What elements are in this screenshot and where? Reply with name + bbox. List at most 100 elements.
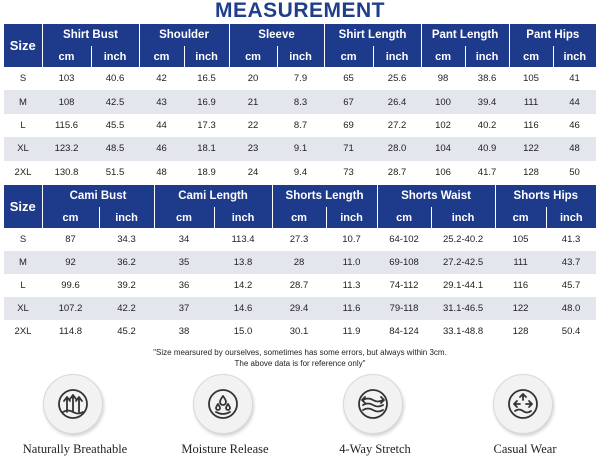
column-group-header: Shorts Hips [495, 185, 597, 207]
measurement-cell: 48.0 [546, 297, 597, 320]
page-title: MEASUREMENT [214, 0, 385, 22]
size-cell: 2XL [4, 160, 42, 184]
unit-inch-header: inch [277, 46, 325, 67]
table-row: S 87 34.3 34 113.4 27.3 10.7 64-102 25.2-40.2 105… [4, 228, 597, 251]
unit-cm-header: cm [495, 207, 547, 228]
measurement-cell: 122 [509, 137, 554, 161]
measurement-cell: 10.7 [326, 228, 378, 251]
measurement-cell: 9.4 [277, 160, 325, 184]
measurement-cell: 43 [139, 90, 185, 114]
casual-wear-icon [493, 374, 553, 434]
measurement-cell: 74-112 [377, 274, 432, 297]
column-group-header: Shirt Bust [42, 24, 140, 46]
measurement-cell: 27.2-42.5 [431, 251, 496, 274]
table-row: L 99.6 39.2 36 14.2 28.7 11.3 74-112 29.1-44.1 11… [4, 274, 597, 297]
unit-inch-header: inch [546, 207, 597, 228]
measurement-cell: 79-118 [377, 297, 432, 320]
measurement-cell: 20 [229, 67, 278, 91]
stretch-icon [343, 374, 403, 434]
unit-inch-header: inch [465, 46, 510, 67]
measurement-cell: 13.8 [214, 251, 273, 274]
measurement-cell: 34 [154, 228, 214, 251]
measurement-cell: 29.4 [272, 297, 327, 320]
measurement-cell: 34.3 [99, 228, 154, 251]
measurement-cell: 31.1-46.5 [431, 297, 496, 320]
measurement-cell: 64-102 [377, 228, 432, 251]
measurement-cell: 48.5 [91, 137, 140, 161]
unit-inch-header: inch [326, 207, 378, 228]
measurement-cell: 11.9 [326, 320, 378, 343]
measurement-cell: 43.7 [546, 251, 597, 274]
unit-cm-header: cm [421, 46, 466, 67]
table-row: 2XL 130.8 51.5 48 18.9 24 9.4 73 28.7 106 41.7 128 5… [4, 160, 597, 184]
unit-cm-header: cm [154, 207, 215, 228]
unit-cm-header: cm [272, 207, 327, 228]
measurement-cell: 65 [324, 67, 374, 91]
table-row: M 108 42.5 43 16.9 21 8.3 67 26.4 100 39.4 111 44 [4, 90, 597, 114]
measurement-cell: 130.8 [42, 160, 91, 184]
measurement-cell: 50.4 [546, 320, 597, 343]
measurement-cell: 41.7 [465, 160, 510, 184]
measurement-cell: 11.3 [326, 274, 378, 297]
size-header: Size [4, 185, 43, 228]
feature-casual: Casual Wear [450, 374, 600, 460]
measurement-cell: 111 [495, 251, 547, 274]
measurement-cell: 40.9 [465, 137, 510, 161]
measurement-cell: 27.3 [272, 228, 327, 251]
measurement-cell: 128 [495, 320, 547, 343]
unit-cm-header: cm [509, 46, 554, 67]
measurement-cell: 104 [421, 137, 466, 161]
column-group-header: Shorts Waist [377, 185, 496, 207]
measurement-cell: 123.2 [42, 137, 91, 161]
column-group-header: Pant Length [421, 24, 510, 46]
measurement-cell: 106 [421, 160, 466, 184]
table-row: XL 123.2 48.5 46 18.1 23 9.1 71 28.0 104 40.9 122 48 [4, 137, 597, 161]
table-row: L 115.6 45.5 44 17.3 22 8.7 69 27.2 102 40.2 116 46 [4, 113, 597, 138]
measurement-cell: 50 [553, 160, 597, 184]
measurement-cell: 18.9 [184, 160, 230, 184]
measurement-table-bottom: Size Cami Bust Cami Length Shorts Length… [4, 185, 597, 343]
measurement-cell: 45.2 [99, 320, 154, 343]
column-group-header: Shoulder [139, 24, 230, 46]
feature-label: 4-Way Stretch [339, 442, 411, 456]
measurement-cell: 92 [42, 251, 99, 274]
measurement-cell: 46 [553, 113, 597, 138]
measurement-cell: 7.9 [277, 67, 325, 91]
measurement-cell: 14.2 [214, 274, 273, 297]
size-disclaimer-line-1: "Size mearsured by ourselves, sometimes … [153, 348, 447, 357]
measurement-cell: 38 [154, 320, 214, 343]
unit-inch-header: inch [553, 46, 597, 67]
unit-cm-header: cm [139, 46, 185, 67]
measurement-cell: 33.1-48.8 [431, 320, 496, 343]
measurement-cell: 84-124 [377, 320, 432, 343]
measurement-cell: 51.5 [91, 160, 140, 184]
unit-inch-header: inch [373, 46, 422, 67]
column-group-header: Cami Bust [42, 185, 155, 207]
measurement-cell: 45.5 [91, 113, 140, 138]
measurement-cell: 102 [421, 113, 466, 138]
measurement-cell: 41 [553, 67, 597, 91]
measurement-cell: 28.7 [272, 274, 327, 297]
measurement-cell: 14.6 [214, 297, 273, 320]
measurement-cell: 69 [324, 113, 374, 138]
measurement-cell: 105 [509, 67, 554, 91]
measurement-cell: 15.0 [214, 320, 273, 343]
unit-cm-header: cm [229, 46, 278, 67]
measurement-cell: 28 [272, 251, 327, 274]
measurement-cell: 122 [495, 297, 547, 320]
measurement-cell: 26.4 [373, 90, 422, 114]
measurement-cell: 113.4 [214, 228, 273, 251]
measurement-cell: 21 [229, 90, 278, 114]
size-cell: 2XL [4, 320, 42, 343]
column-group-header: Shorts Length [272, 185, 378, 207]
unit-cm-header: cm [377, 207, 432, 228]
size-cell: XL [4, 137, 42, 161]
size-header: Size [4, 24, 43, 67]
measurement-cell: 45.7 [546, 274, 597, 297]
feature-label: Naturally Breathable [22, 442, 128, 456]
measurement-cell: 27.2 [373, 113, 422, 138]
unit-inch-header: inch [431, 207, 496, 228]
measurement-cell: 42.5 [91, 90, 140, 114]
unit-inch-header: inch [91, 46, 140, 67]
measurement-cell: 98 [421, 67, 466, 91]
